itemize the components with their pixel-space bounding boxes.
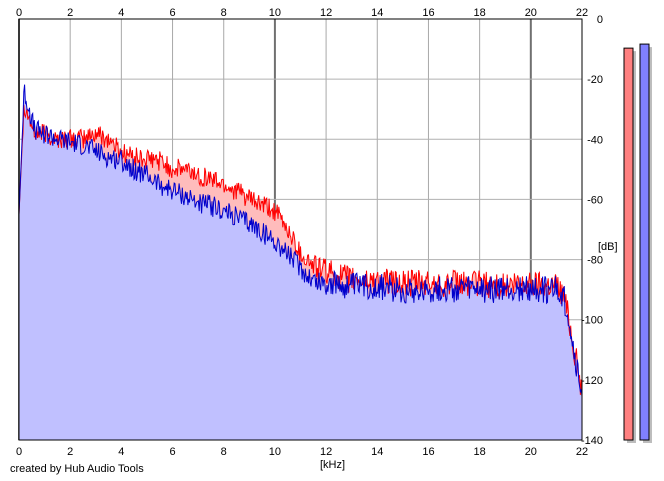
x-tick-label-top: 12: [320, 7, 332, 19]
x-tick-label-top: 8: [221, 7, 227, 19]
x-tick-label-top: 22: [576, 7, 588, 19]
x-tick-label-bottom: 10: [269, 446, 281, 458]
y-tick-label: -60: [587, 194, 603, 206]
level-meter-2: [639, 43, 650, 441]
x-tick-label-bottom: 14: [371, 446, 383, 458]
x-tick-label-top: 4: [118, 7, 124, 19]
x-tick-label-top: 0: [16, 7, 22, 19]
x-tick-label-bottom: 18: [474, 446, 486, 458]
x-tick-label-top: 16: [422, 7, 434, 19]
x-tick-label-bottom: 12: [320, 446, 332, 458]
series-2-area: [19, 84, 582, 440]
y-tick-label: -80: [587, 255, 603, 267]
y-tick-label: -140: [581, 435, 603, 447]
y-tick-label: -40: [587, 134, 603, 146]
series-layer: [18, 84, 583, 441]
x-tick-label-top: 10: [269, 7, 281, 19]
x-axis-label: [kHz]: [320, 459, 345, 471]
x-tick-label-top: 20: [525, 7, 537, 19]
x-tick-label-top: 6: [169, 7, 175, 19]
x-tick-label-bottom: 0: [16, 446, 22, 458]
y-tick-label: -100: [581, 315, 603, 327]
x-tick-label-bottom: 4: [118, 446, 124, 458]
x-tick-label-bottom: 8: [221, 446, 227, 458]
x-tick-label-bottom: 16: [422, 446, 434, 458]
y-tick-label: -20: [587, 74, 603, 86]
x-tick-label-top: 18: [474, 7, 486, 19]
y-tick-label: -120: [581, 375, 603, 387]
credit-text: created by Hub Audio Tools: [10, 463, 144, 475]
x-tick-label-top: 2: [67, 7, 73, 19]
level-meter-1: [623, 47, 634, 441]
x-tick-label-bottom: 2: [67, 446, 73, 458]
y-axis-label: [dB]: [598, 241, 618, 253]
y-tick-label: 0: [597, 14, 603, 26]
x-tick-label-bottom: 6: [169, 446, 175, 458]
tick-labels: 002244668810101212141416161818202022220-…: [16, 7, 603, 458]
x-tick-label-bottom: 22: [576, 446, 588, 458]
series-2-line: [18, 84, 583, 396]
level-meters: [623, 43, 652, 444]
x-tick-label-bottom: 20: [525, 446, 537, 458]
x-tick-label-top: 14: [371, 7, 383, 19]
plot-border: [18, 18, 583, 441]
